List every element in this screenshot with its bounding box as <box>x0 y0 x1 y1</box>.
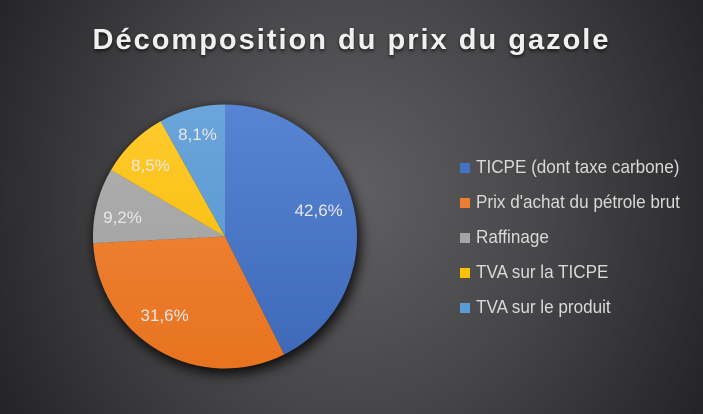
svg-text:8,1%: 8,1% <box>178 125 217 144</box>
svg-text:31,6%: 31,6% <box>140 306 188 325</box>
svg-text:42,6%: 42,6% <box>295 201 343 220</box>
svg-text:9,2%: 9,2% <box>103 208 142 227</box>
svg-text:8,5%: 8,5% <box>131 156 170 175</box>
